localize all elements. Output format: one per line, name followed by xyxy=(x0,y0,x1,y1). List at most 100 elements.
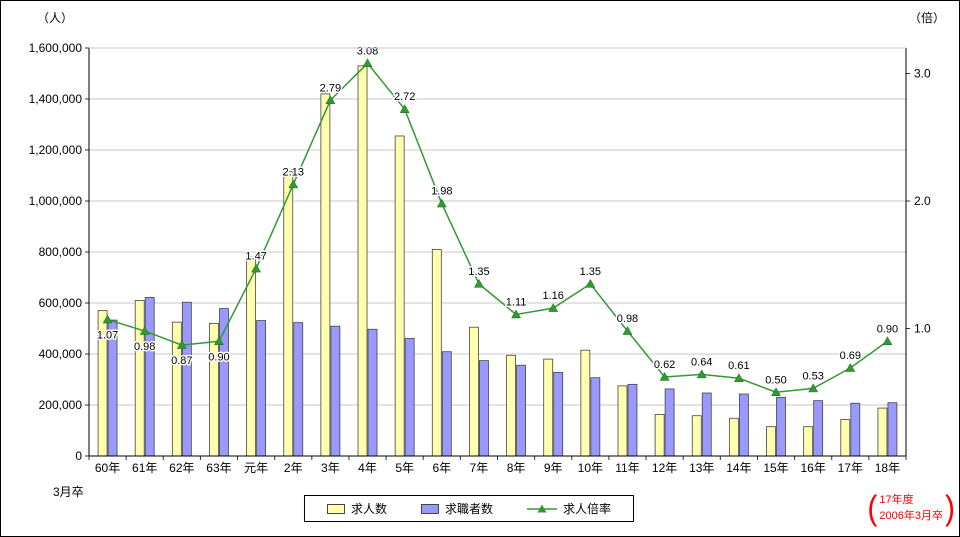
ratio-value-label: 0.53 xyxy=(802,370,823,382)
legend-item-kyujinsu: 求人数 xyxy=(326,500,387,517)
bar-kyushokushasu xyxy=(404,338,415,457)
ratio-value-label: 2.13 xyxy=(283,166,304,178)
x-axis-label: 9年 xyxy=(544,461,563,475)
bar-kyujinsu xyxy=(654,414,665,457)
ratio-marker-icon xyxy=(139,326,150,335)
x-axis-label: 4年 xyxy=(358,461,377,475)
left-axis-tick-label: 1,600,000 xyxy=(29,41,83,55)
x-axis-label: 62年 xyxy=(169,461,194,475)
bar-kyushokushasu xyxy=(367,328,378,457)
ratio-marker-icon xyxy=(251,263,262,273)
bar-kyujinsu xyxy=(691,415,702,457)
x-axis-label: 16年 xyxy=(800,461,825,475)
x-axis-note: 3月卒 xyxy=(53,485,84,499)
bar-kyujinsu xyxy=(543,358,554,457)
ratio-value-label: 0.90 xyxy=(208,351,229,363)
ratio-value-label: 1.35 xyxy=(468,266,489,278)
left-axis-tick-label: 800,000 xyxy=(39,245,83,259)
x-axis-label: 12年 xyxy=(652,461,677,475)
bar-kyushokushasu xyxy=(181,301,192,457)
ratio-marker-icon xyxy=(696,369,707,379)
right-axis-title: （倍） xyxy=(908,11,945,25)
bar-kyushokushasu xyxy=(887,402,898,457)
x-axis-label: 8年 xyxy=(507,461,526,475)
ratio-marker-icon xyxy=(325,95,336,105)
ratio-value-label: 0.64 xyxy=(691,356,712,368)
bar-kyujinsu xyxy=(320,93,331,457)
bar-kyushokushasu xyxy=(293,322,304,457)
annotation-bracket-right: ) xyxy=(945,489,955,528)
ratio-value-label: 0.98 xyxy=(617,313,638,325)
ratio-marker-icon xyxy=(659,371,670,381)
line-marker-icon xyxy=(527,504,558,512)
ratio-marker-icon xyxy=(362,58,373,68)
bar-kyushokushasu xyxy=(553,371,564,457)
left-axis-tick-label: 1,000,000 xyxy=(29,194,83,208)
right-axis-tick-label: 2.0 xyxy=(914,194,931,208)
bar-kyujinsu xyxy=(728,417,739,457)
x-axis-label: 14年 xyxy=(726,461,751,475)
ratio-marker-icon xyxy=(548,303,559,312)
x-axis-label: 63年 xyxy=(206,461,231,475)
kyujinsu-swatch-icon xyxy=(326,503,345,514)
bar-kyujinsu xyxy=(840,419,851,457)
left-axis-tick-label: 600,000 xyxy=(39,296,83,310)
ratio-marker-icon xyxy=(399,104,410,113)
ratio-value-label: 1.16 xyxy=(542,290,563,302)
ratio-value-label: 2.72 xyxy=(394,91,415,103)
annotation-line1: 17年度 xyxy=(879,493,914,506)
ratio-line xyxy=(107,62,888,394)
left-axis-tick-label: 400,000 xyxy=(39,347,83,361)
bar-kyushokushasu xyxy=(144,296,155,457)
bar-kyujinsu xyxy=(431,249,442,457)
bar-kyujinsu xyxy=(469,326,479,457)
ratio-marker-icon xyxy=(622,326,633,335)
ratio-value-label: 1.98 xyxy=(431,186,452,198)
bar-kyujinsu xyxy=(506,354,516,457)
bar-kyushokushasu xyxy=(516,364,526,457)
bar-kyujinsu xyxy=(580,349,591,457)
bar-kyushokushasu xyxy=(627,383,638,457)
annotation-text: 17年度 2006年3月卒 xyxy=(877,493,945,525)
ratio-marker-icon xyxy=(474,278,484,288)
x-axis-label: 13年 xyxy=(689,461,714,475)
x-axis-label: 7年 xyxy=(470,461,489,475)
ratio-marker-icon xyxy=(771,387,781,396)
ratio-marker-icon xyxy=(214,336,224,345)
left-axis-tick-label: 200,000 xyxy=(39,398,83,412)
left-axis-title: （人） xyxy=(37,11,74,25)
ratio-value-label: 3.08 xyxy=(357,45,378,57)
bar-kyushokushasu xyxy=(813,400,824,457)
ratio-value-label: 1.47 xyxy=(245,251,266,263)
bar-kyujinsu xyxy=(877,407,888,457)
ratio-value-label: 0.62 xyxy=(654,359,675,371)
bar-kyushokushasu xyxy=(776,396,786,457)
bar-kyushokushasu xyxy=(441,351,452,457)
x-axis-label: 61年 xyxy=(132,461,157,475)
bar-kyushokushasu xyxy=(256,320,267,457)
left-axis-tick-label: 0 xyxy=(75,449,82,463)
annotation-note: ( 17年度 2006年3月卒 ) xyxy=(867,487,955,531)
ratio-marker-icon xyxy=(585,278,596,288)
annotation-bracket-left: ( xyxy=(867,489,878,528)
x-axis-label: 11年 xyxy=(615,461,639,475)
bar-kyujinsu xyxy=(803,426,814,457)
ratio-marker-icon xyxy=(102,314,113,324)
legend-label-kyujinsu: 求人数 xyxy=(350,502,387,516)
chart-legend: 求人数 求職者数 求人倍率 xyxy=(303,495,635,522)
ratio-value-label: 1.11 xyxy=(506,296,527,308)
x-axis-label: 17年 xyxy=(838,461,863,475)
ratio-value-label: 2.79 xyxy=(320,82,341,94)
x-axis-label: 18年 xyxy=(875,461,900,475)
ratio-marker-icon xyxy=(288,179,299,189)
left-axis-tick-label: 1,400,000 xyxy=(29,92,83,106)
legend-item-kyujinbairitsu: 求人倍率 xyxy=(527,500,611,517)
ratio-marker-icon xyxy=(845,363,856,372)
kyushokushasu-swatch-icon xyxy=(420,503,439,514)
x-axis-label: 3年 xyxy=(321,461,340,475)
bar-kyushokushasu xyxy=(590,377,601,457)
ratio-value-label: 0.61 xyxy=(728,360,749,372)
bar-kyushokushasu xyxy=(479,360,489,457)
